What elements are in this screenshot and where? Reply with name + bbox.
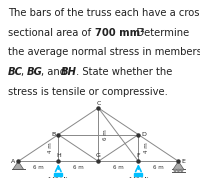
Bar — [134, 173, 142, 176]
Text: E: E — [182, 159, 186, 164]
Text: 700 mm²: 700 mm² — [95, 28, 144, 38]
Text: H: H — [56, 153, 61, 158]
Polygon shape — [13, 161, 24, 169]
Text: sectional area of: sectional area of — [8, 28, 94, 38]
Text: 6 m: 6 m — [73, 165, 84, 170]
Bar — [54, 173, 62, 176]
Text: , and: , and — [41, 67, 69, 77]
Text: C: C — [96, 101, 101, 106]
Text: 140 kN: 140 kN — [48, 177, 68, 178]
Text: 6 m: 6 m — [113, 165, 124, 170]
Text: . Determine: . Determine — [130, 28, 189, 38]
Text: stress is tensile or compressive.: stress is tensile or compressive. — [8, 87, 168, 97]
Text: F: F — [137, 153, 140, 158]
Text: ,: , — [21, 67, 28, 77]
Text: 6 m: 6 m — [103, 129, 108, 140]
Text: BH: BH — [61, 67, 77, 77]
Text: 140 kN: 140 kN — [129, 177, 148, 178]
Text: BC: BC — [8, 67, 23, 77]
Polygon shape — [173, 161, 184, 169]
Text: 4 m: 4 m — [48, 143, 53, 153]
Text: A: A — [11, 159, 15, 164]
Text: . State whether the: . State whether the — [76, 67, 172, 77]
Text: 6 m: 6 m — [153, 165, 164, 170]
Text: The bars of the truss each have a cross-: The bars of the truss each have a cross- — [8, 8, 200, 18]
Circle shape — [181, 169, 183, 171]
Text: BG: BG — [26, 67, 42, 77]
Text: 4 m: 4 m — [144, 143, 149, 153]
Circle shape — [177, 169, 179, 171]
Circle shape — [174, 169, 176, 171]
Text: D: D — [141, 132, 146, 137]
Text: B: B — [51, 132, 56, 137]
Text: the average normal stress in members: the average normal stress in members — [8, 48, 200, 57]
Text: 6 m: 6 m — [33, 165, 44, 170]
Text: G: G — [96, 153, 101, 158]
